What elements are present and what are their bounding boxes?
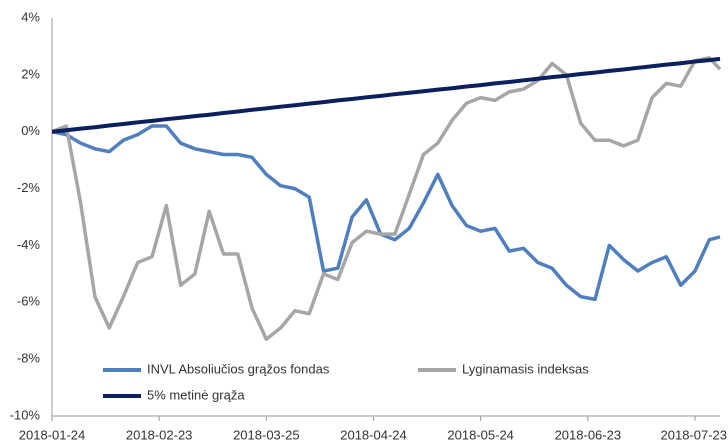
series-line — [51, 124, 721, 302]
legend-label: INVL Absoliučios grąžos fondas — [147, 361, 330, 376]
y-tick-label: 0% — [21, 123, 40, 138]
x-tick-label: 2018-04-24 — [340, 427, 407, 442]
x-tick-label: 2018-05-24 — [447, 427, 514, 442]
x-tick-label: 2018-01-24 — [19, 427, 86, 442]
y-tick-label: -4% — [17, 237, 41, 252]
y-tick-label: -2% — [17, 180, 41, 195]
x-tick-label: 2018-06-23 — [555, 427, 622, 442]
series-line — [51, 56, 721, 134]
legend-label: Lyginamasis indeksas — [462, 361, 589, 376]
x-tick-label: 2018-03-25 — [233, 427, 300, 442]
y-tick-label: 2% — [21, 66, 40, 81]
y-tick-label: -10% — [10, 407, 41, 422]
legend-label: 5% metinė grąža — [147, 387, 245, 402]
x-tick-label: 2018-02-23 — [126, 427, 193, 442]
y-tick-label: -8% — [17, 351, 41, 366]
y-tick-label: 4% — [21, 9, 40, 24]
x-tick-label: 2018-07-23 — [661, 427, 728, 442]
series-line — [51, 56, 722, 341]
y-tick-label: -6% — [17, 294, 41, 309]
